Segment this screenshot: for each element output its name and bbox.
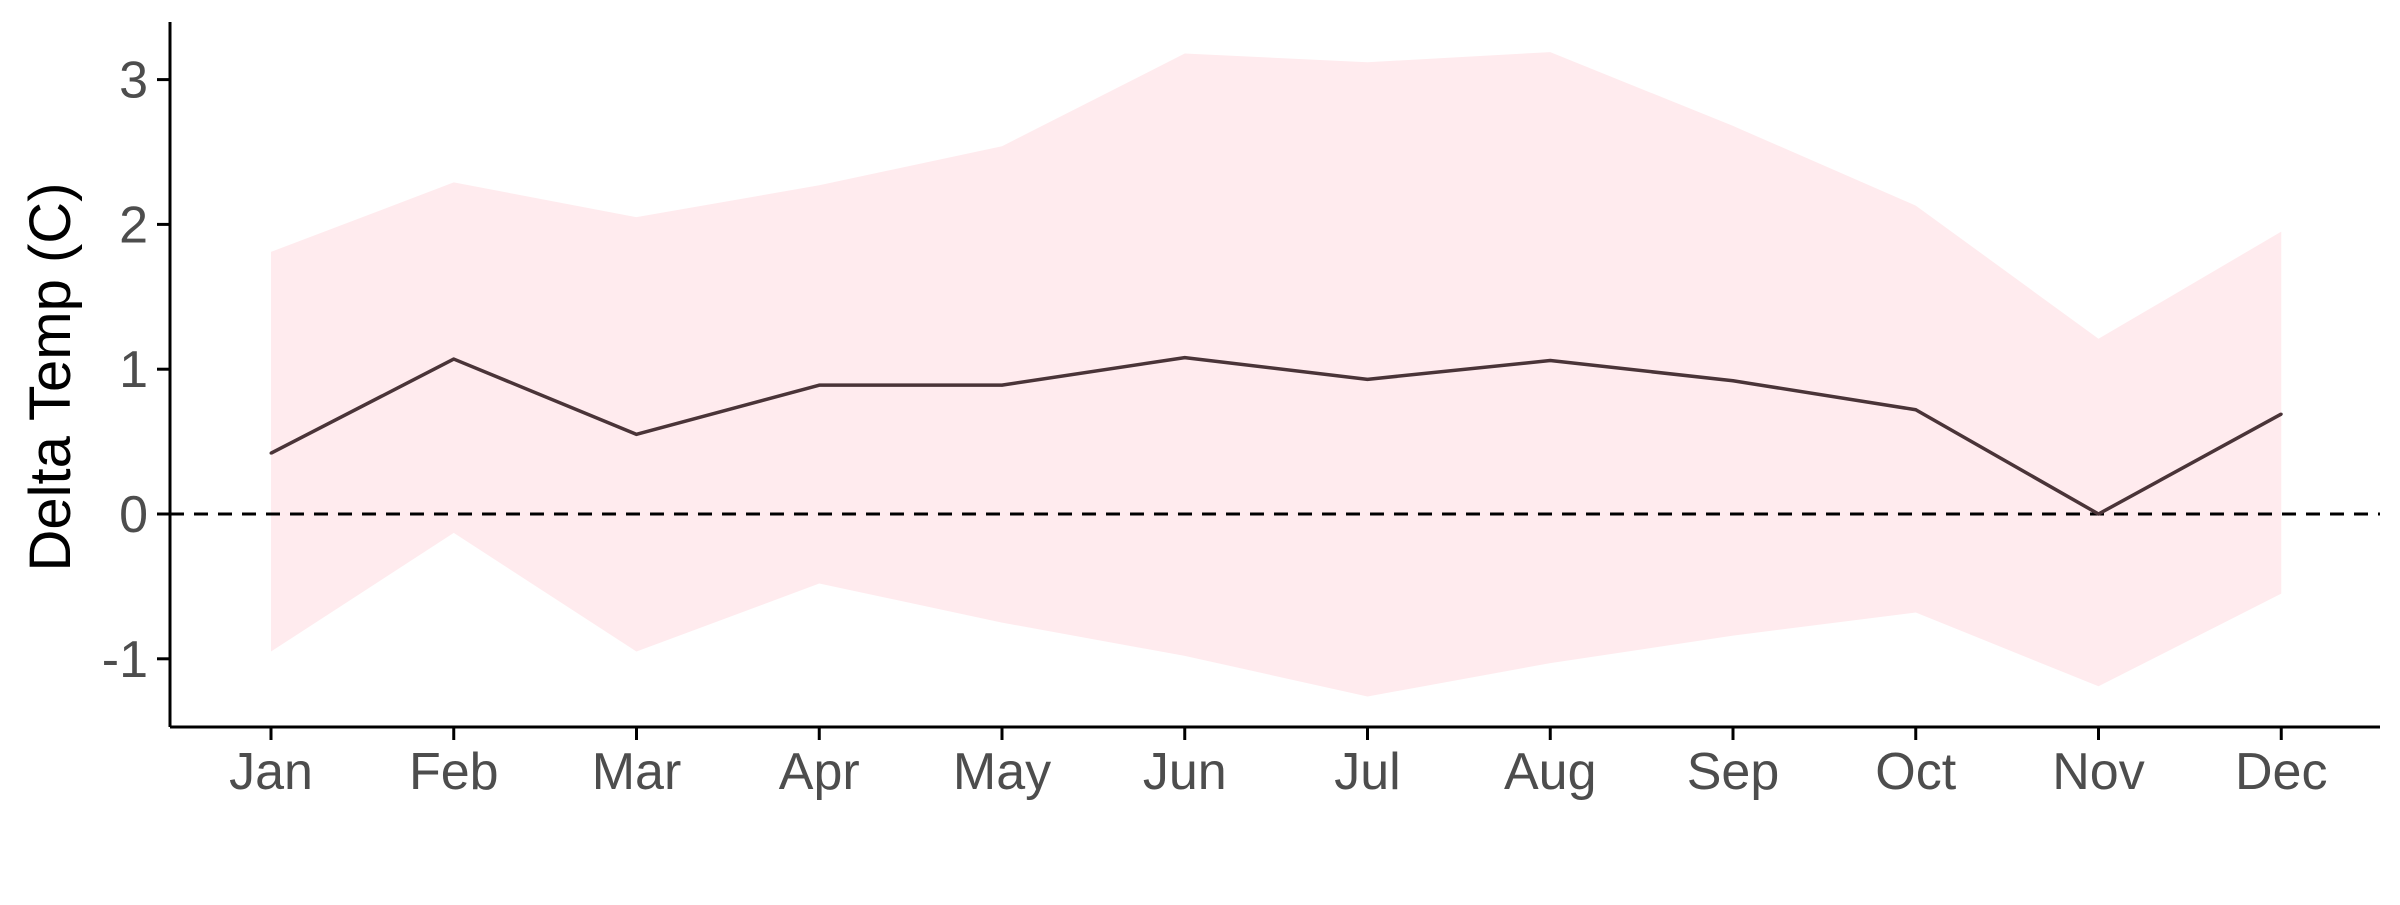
- data-point-jun: [1183, 356, 1186, 359]
- data-point-feb: [452, 358, 455, 361]
- data-point-oct: [1914, 408, 1917, 411]
- y-tick-label-3: 3: [119, 52, 148, 110]
- x-tick-label-jan: Jan: [229, 743, 313, 801]
- x-tick-label-nov: Nov: [2052, 743, 2144, 801]
- data-point-apr: [818, 384, 821, 387]
- x-tick-label-jun: Jun: [1143, 743, 1227, 801]
- band-layer: [271, 52, 2281, 696]
- x-tick-label-oct: Oct: [1875, 743, 1956, 801]
- x-tick-label-feb: Feb: [409, 743, 499, 801]
- data-point-jul: [1366, 378, 1369, 381]
- data-point-aug: [1549, 359, 1552, 362]
- data-point-sep: [1732, 379, 1735, 382]
- y-tick-label-1: 1: [119, 341, 148, 399]
- data-point-mar: [635, 433, 638, 436]
- data-point-nov: [2097, 513, 2100, 516]
- x-tick-label-mar: Mar: [592, 743, 682, 801]
- x-tick-label-jul: Jul: [1334, 743, 1400, 801]
- y-tick-label-2: 2: [119, 196, 148, 254]
- x-tick-label-may: May: [953, 743, 1051, 801]
- uncertainty-band: [271, 52, 2281, 696]
- data-point-jan: [270, 452, 273, 455]
- x-tick-label-aug: Aug: [1504, 743, 1597, 801]
- data-point-dec: [2280, 413, 2283, 416]
- y-tick-label--1: -1: [102, 631, 148, 689]
- x-tick-label-apr: Apr: [779, 743, 860, 801]
- y-axis-title: Delta Temp (C): [18, 183, 83, 572]
- x-tick-label-sep: Sep: [1687, 743, 1780, 801]
- data-point-may: [1001, 384, 1004, 387]
- y-tick-label-0: 0: [119, 486, 148, 544]
- x-tick-label-dec: Dec: [2235, 743, 2327, 801]
